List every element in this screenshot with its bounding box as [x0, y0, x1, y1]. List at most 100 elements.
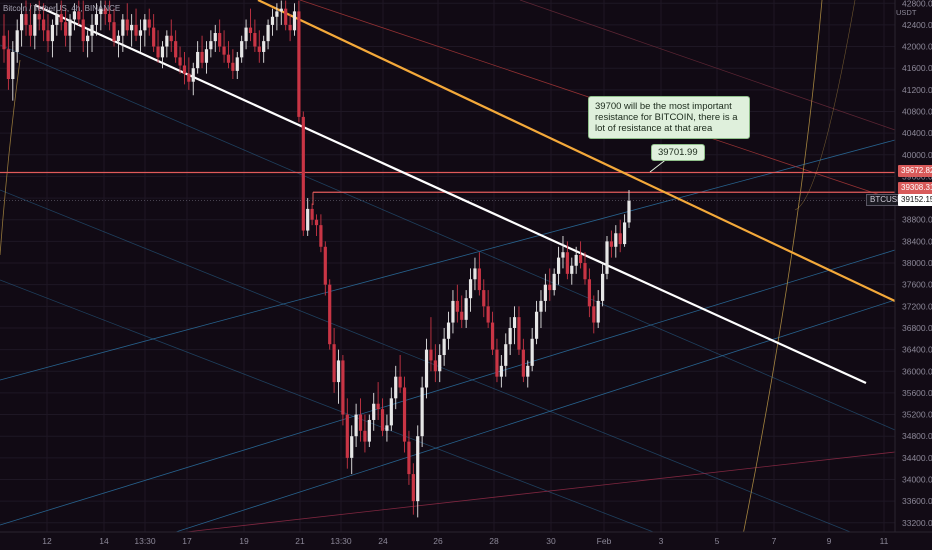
candle-body-45 [200, 51, 204, 63]
candle-body-91 [402, 387, 407, 442]
candle-body-48 [213, 33, 217, 42]
candle-body-60 [266, 24, 270, 42]
y-tick-label-11: 38400.00 [902, 236, 932, 246]
candle-body-28 [125, 19, 129, 31]
candle-body-31 [138, 30, 143, 36]
candle-body-13 [59, 14, 63, 23]
candle-body-39 [174, 41, 178, 58]
candle-body-134 [592, 306, 596, 323]
resistance-trendline [257, 0, 898, 303]
candle-body-2 [11, 51, 15, 80]
candle-body-98 [433, 360, 437, 372]
y-tick-label-23: 33600.00 [902, 496, 932, 506]
candle-body-62 [275, 11, 279, 17]
channel-line-4 [0, 189, 896, 550]
candle-body-24 [108, 14, 112, 23]
candle-body-89 [394, 376, 398, 399]
candle-body-49 [218, 33, 222, 47]
y-tick-label-5: 40800.00 [902, 106, 932, 116]
red-rising-line [185, 451, 896, 533]
candle-body-12 [55, 14, 59, 25]
y-tick-label-3: 41600.00 [902, 63, 932, 73]
y-tick-label-19: 35200.00 [902, 410, 932, 420]
candle-body-36 [160, 46, 165, 58]
candle-body-64 [284, 8, 288, 25]
y-tick-label-15: 36800.00 [902, 323, 932, 333]
candle-body-56 [248, 27, 253, 34]
x-tick-label-10: 30 [546, 536, 556, 546]
arc-left [0, 59, 21, 256]
candle-body-111 [490, 322, 495, 350]
candle-body-83 [367, 419, 371, 442]
y-tick-label-20: 34800.00 [902, 431, 932, 441]
symbol-title: Bitcoin / TetherUS, 4h, BINANCE [3, 4, 120, 13]
candle-body-72 [319, 225, 323, 247]
x-tick-label-2: 13:30 [134, 536, 156, 546]
candle-body-133 [587, 279, 591, 307]
candle-body-14 [64, 22, 68, 36]
x-tick-label-6: 13:30 [330, 536, 352, 546]
arc-right [739, 0, 823, 550]
candle-body-112 [495, 349, 499, 377]
candle-body-27 [121, 19, 125, 36]
candle-body-125 [552, 273, 556, 291]
x-tick-label-11: Feb [597, 536, 612, 546]
x-tick-label-0: 12 [42, 536, 52, 546]
candle-body-30 [134, 24, 138, 36]
level-callout: 39701.99 [651, 144, 705, 161]
y-tick-label-13: 37600.00 [902, 280, 932, 290]
candle-body-104 [460, 311, 464, 320]
candle-body-88 [389, 398, 393, 426]
candle-body-33 [147, 19, 151, 28]
candle-body-26 [116, 35, 121, 42]
y-tick-label-7: 40000.00 [902, 150, 932, 160]
candle-body-113 [499, 365, 503, 377]
candle-body-11 [50, 24, 55, 42]
candle-body-53 [235, 57, 239, 71]
x-tick-label-7: 24 [378, 536, 388, 546]
candle-body-108 [477, 268, 481, 291]
candle-body-58 [257, 46, 261, 52]
candle-body-79 [350, 436, 354, 458]
y-tick-label-0: 42800.00 [902, 0, 932, 8]
x-tick-label-16: 11 [880, 536, 889, 546]
candle-body-1 [6, 49, 11, 80]
candle-body-129 [570, 265, 574, 274]
candle-body-107 [473, 268, 477, 280]
candle-body-20 [90, 24, 94, 36]
candle-body-121 [534, 311, 539, 339]
candle-body-15 [68, 19, 72, 36]
candle-body-86 [380, 409, 385, 431]
y-tick-label-4: 41200.00 [902, 85, 932, 95]
candle-body-47 [209, 41, 213, 50]
candle-body-87 [385, 425, 389, 431]
candle-body-115 [508, 327, 512, 345]
currency-label: USDT [896, 8, 917, 17]
candle-body-25 [112, 22, 116, 42]
candle-body-93 [411, 474, 415, 502]
candle-body-81 [358, 414, 363, 431]
candle-body-139 [614, 233, 618, 247]
candle-body-126 [556, 257, 561, 274]
candle-body-101 [446, 322, 451, 339]
candle-body-97 [429, 349, 433, 361]
candle-body-96 [424, 349, 429, 388]
candle-body-76 [336, 360, 341, 383]
candle-body-106 [468, 279, 473, 299]
candle-body-140 [618, 233, 622, 245]
y-tick-label-16: 36400.00 [902, 345, 932, 355]
candle-body-68 [301, 116, 305, 231]
arc-top [794, 0, 856, 211]
candle-body-127 [561, 252, 565, 258]
candle-body-132 [583, 263, 587, 280]
y-tick-label-18: 35600.00 [902, 388, 932, 398]
candle-body-80 [354, 414, 358, 437]
channel-line-2 [119, 299, 896, 550]
candle-body-29 [130, 24, 134, 31]
last-price-badge: 39152.15 [898, 194, 932, 206]
candle-body-17 [77, 11, 81, 20]
candle-body-8 [37, 14, 41, 20]
candle-body-42 [187, 73, 191, 82]
candle-body-52 [231, 62, 235, 71]
